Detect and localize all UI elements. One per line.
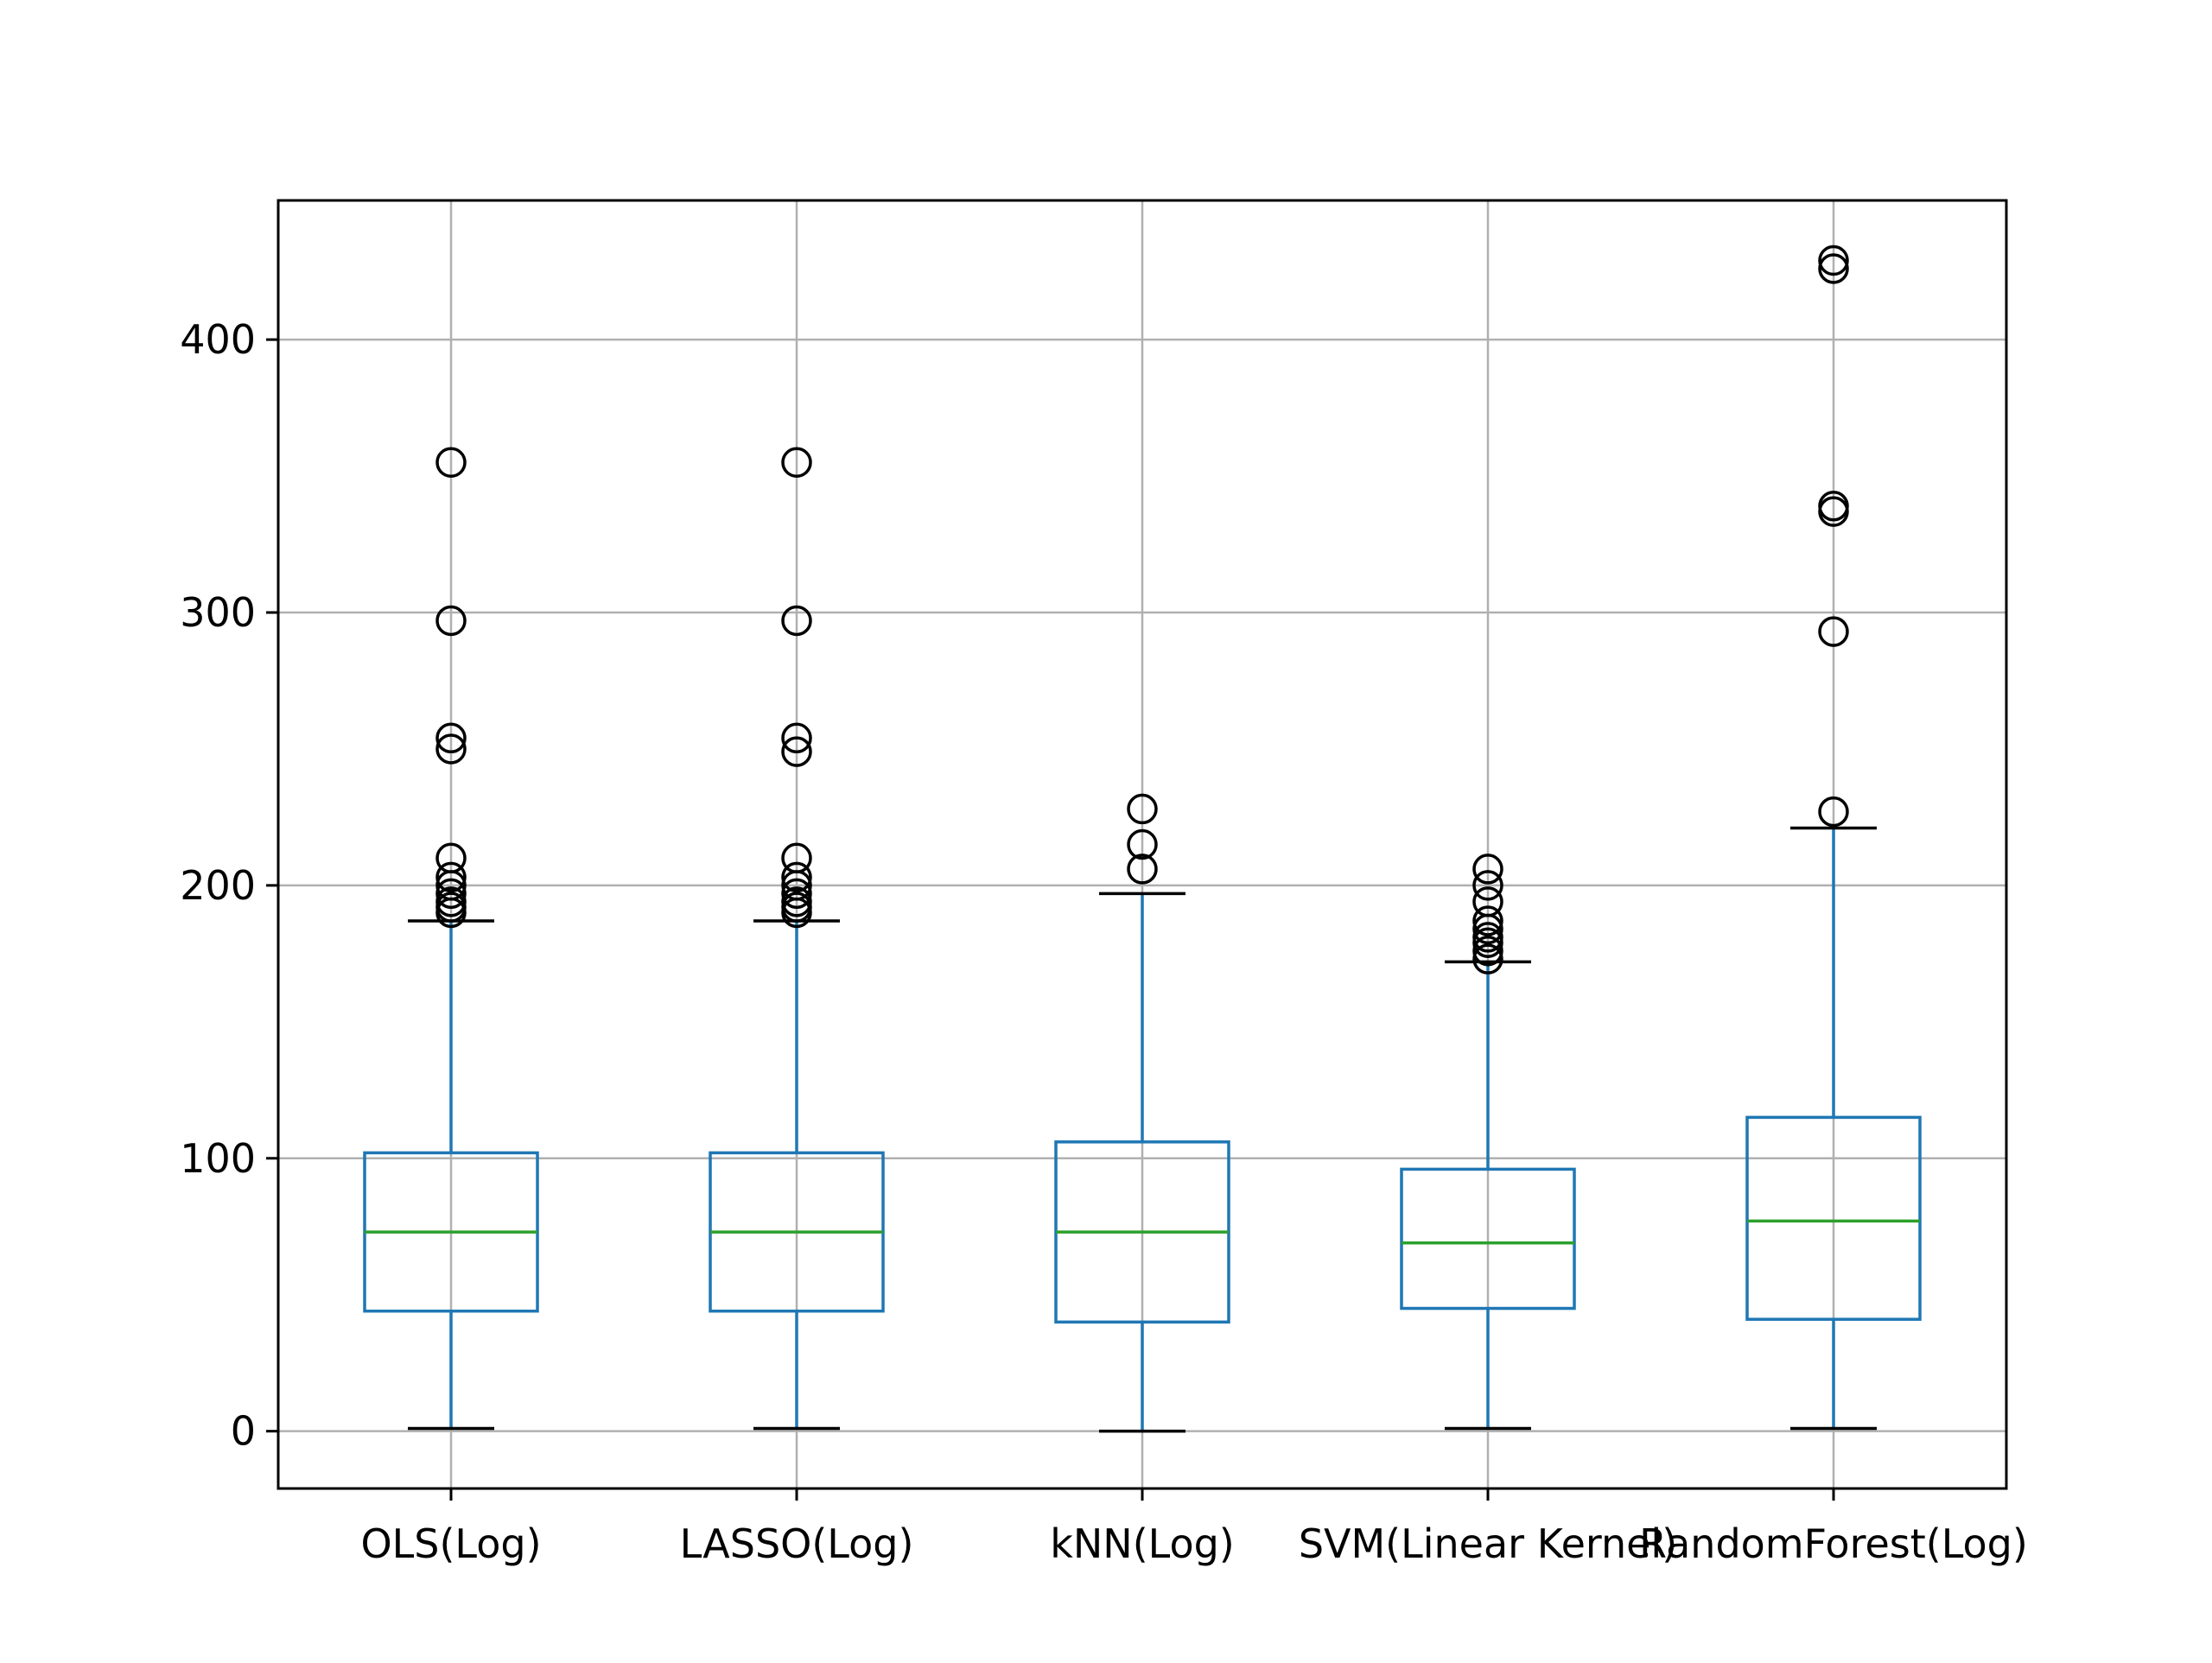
outlier-point [1127, 828, 1158, 860]
outlier-point [781, 861, 812, 893]
outlier-point [1472, 854, 1503, 885]
x-tick-label: SVM(Linear Kernel) [1299, 1520, 1677, 1567]
outlier-point [1472, 922, 1503, 953]
y-tick-label: 300 [180, 589, 256, 636]
outlier-point [781, 736, 812, 767]
outlier-point [1818, 491, 1849, 522]
outlier-point [1472, 935, 1503, 967]
x-tick-label: RandomForest(Log) [1639, 1520, 2028, 1567]
x-tick-label: LASSO(Log) [680, 1520, 914, 1567]
outlier-point [435, 722, 467, 754]
outlier-point [1472, 943, 1503, 974]
outlier-point [435, 842, 467, 874]
outlier-point [435, 886, 467, 917]
outlier-point [435, 878, 467, 910]
outlier-point [1127, 793, 1158, 825]
box-group-1 [363, 447, 539, 1431]
outlier-point [1472, 886, 1503, 917]
x-tick-label: kNN(Log) [1050, 1520, 1235, 1567]
outlier-point [435, 605, 467, 637]
outlier-point [1472, 870, 1503, 901]
y-tick-label: 200 [180, 862, 256, 909]
box-series [363, 244, 1922, 1433]
iqr-box [1400, 1167, 1576, 1311]
y-tick-label: 0 [231, 1408, 256, 1455]
outlier-point [1818, 616, 1849, 647]
box-group-5 [1745, 244, 1922, 1431]
y-tick-label: 100 [180, 1135, 256, 1182]
outlier-point [1472, 905, 1503, 936]
y-tick-label: 400 [180, 316, 256, 363]
x-tick-label: OLS(Log) [360, 1520, 541, 1567]
axis-ticks: 0 100 200 300 400 OLS(Log) LASSO(Log) kNN(Log) S… [180, 316, 2028, 1567]
outlier-point [781, 842, 812, 874]
outlier-point [435, 861, 467, 893]
box-group-4 [1400, 854, 1576, 1431]
outlier-point [781, 605, 812, 637]
iqr-box [1745, 1115, 1922, 1321]
outlier-point [1127, 854, 1158, 885]
outlier-point [781, 447, 812, 479]
outlier-point [1818, 253, 1849, 284]
outlier-point [781, 886, 812, 917]
outlier-point [781, 722, 812, 754]
outlier-point [1818, 796, 1849, 828]
outlier-point [1818, 244, 1849, 276]
outlier-point [435, 447, 467, 479]
outlier-point [781, 878, 812, 910]
outlier-point [435, 733, 467, 765]
box-group-2 [709, 447, 885, 1431]
box-group-3 [1054, 793, 1230, 1433]
